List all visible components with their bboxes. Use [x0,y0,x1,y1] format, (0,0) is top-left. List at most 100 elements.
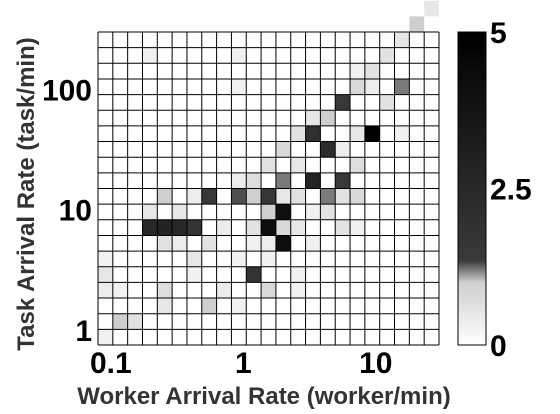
heatmap-cell [335,219,351,236]
heatmap-cell [201,298,217,314]
heatmap-cell [186,188,202,205]
y-axis-ticks: 1 10 100 [42,74,92,348]
heatmap-cell [290,157,306,173]
heatmap-cell [261,219,276,236]
heatmap-cell [98,329,113,345]
heatmap-cell [275,219,291,236]
heatmap-cells [98,0,439,345]
x-tick-label: 0.1 [90,347,132,380]
heatmap-cell [142,219,158,236]
heatmap-cell [320,141,336,158]
heatmap-grid [97,31,440,346]
heatmap-cell [231,251,247,267]
heatmap-cell [98,251,113,267]
heatmap-cell [157,188,173,205]
colorbar-tick-label: 0 [490,330,507,363]
heatmap-cell [216,219,232,236]
heatmap-cell [142,47,158,64]
heatmap-cell [246,188,262,205]
heatmap-cell [320,188,336,205]
heatmap-cell [335,141,351,158]
heatmap-cell [261,235,276,252]
heatmap-cell [305,125,321,142]
heatmap-cell [320,110,336,126]
heatmap-cell [305,235,321,252]
heatmap-cell [335,94,351,111]
heatmap-cell [231,78,247,95]
heatmap-cell [379,47,395,64]
y-axis-label: Task Arrival Rate (task/min) [13,37,40,350]
heatmap-cell [275,141,291,158]
x-axis-ticks: 0.1 1 10 [90,347,393,380]
heatmap-cell [231,47,247,64]
heatmap-cell [394,78,410,95]
heatmap-cell [246,172,262,189]
heatmap-cell [216,282,232,299]
heatmap-cell [157,219,173,236]
heatmap-cell [305,172,321,189]
heatmap-cell [261,204,276,220]
heatmap-cell [112,313,128,330]
heatmap-cell [364,125,380,142]
heatmap-cell [394,32,410,48]
heatmap-cell [409,16,425,32]
x-tick-label: 10 [359,347,392,380]
heatmap-cell [261,282,276,299]
x-tick-label: 1 [235,347,252,380]
y-tick-label: 1 [75,315,92,348]
heatmap-cell [379,94,395,111]
heatmap-cell [275,235,291,252]
heatmap-cell [201,188,217,205]
heatmap-cell [246,266,262,283]
heatmap-cell [157,235,173,252]
heatmap-cell [424,0,439,17]
heatmap-cell [186,251,202,267]
heatmap-cell [172,219,187,236]
heatmap-cell [290,282,306,299]
heatmap-cell [290,219,306,236]
colorbar [457,31,487,346]
heatmap-cell [186,266,202,283]
heatmap-cell [335,188,351,205]
heatmap-cell [335,172,351,189]
heatmap-cell [275,172,291,189]
heatmap-cell [201,235,217,252]
heatmap-cell [350,78,365,95]
heatmap-cell [350,188,365,205]
heatmap-cell [231,172,247,189]
heatmap-cell [172,235,187,252]
heatmap-cell [275,188,291,205]
heatmap-cell [350,63,365,79]
colorbar-tick-label: 2.5 [490,174,532,207]
heatmap-cell [231,298,247,314]
heatmap-cell [98,266,113,283]
heatmap-cell [350,157,365,173]
y-tick-label: 10 [59,195,92,228]
heatmap-cell [275,204,291,220]
colorbar-tick-label: 5 [490,17,507,50]
heatmap-cell [350,219,365,236]
colorbar-ticks: 52.50 [490,17,532,363]
heatmap-cell [261,188,276,205]
y-tick-label: 100 [42,74,92,107]
heatmap-cell [157,298,173,314]
heatmap-cell [364,63,380,79]
x-axis-label: Worker Arrival Rate (worker/min) [77,383,450,410]
heatmap-cell [142,204,158,220]
heatmap-cell [231,188,247,205]
heatmap-cell [261,251,276,267]
heatmap-cell [246,235,262,252]
heatmap-cell [127,313,143,330]
heatmap-cell [350,125,365,142]
heatmap-cell [305,204,321,220]
heatmap-cell [394,125,410,142]
heatmap-cell [364,78,380,95]
heatmap-cell [246,219,262,236]
heatmap-cell [320,204,336,220]
heatmap-cell [290,266,306,283]
heatmap-cell [172,204,187,220]
heatmap-cell [98,282,113,299]
heatmap-cell [305,110,321,126]
heatmap-cell [186,219,202,236]
